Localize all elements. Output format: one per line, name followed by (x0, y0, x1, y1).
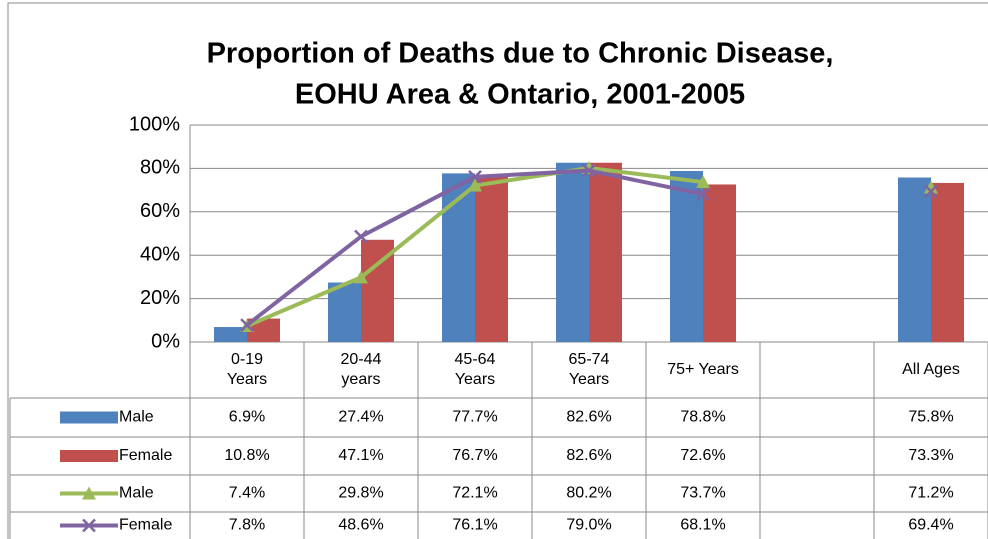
bar (556, 162, 589, 342)
line-marker (354, 229, 368, 244)
y-tick-label: 40% (140, 243, 180, 265)
line-marker (582, 163, 596, 178)
legend-marker (82, 486, 96, 500)
data-label: 79.0% (566, 517, 611, 534)
data-label: 71.2% (908, 485, 953, 502)
y-tick-label: 80% (140, 157, 180, 179)
bar (442, 173, 475, 342)
bar (703, 184, 736, 342)
line-marker (468, 178, 482, 192)
line-marker (696, 175, 710, 189)
data-label: 82.6% (566, 409, 611, 426)
data-label: 10.8% (224, 447, 269, 464)
bar (475, 175, 508, 342)
data-label: 78.8% (680, 409, 725, 426)
y-tick-label: 60% (140, 200, 180, 222)
bar (589, 162, 622, 342)
x-tick-label: 75+ Years (667, 361, 739, 378)
line-marker (924, 180, 938, 194)
bar (328, 282, 361, 342)
legend-label: Female (119, 447, 172, 464)
data-label: 73.7% (680, 485, 725, 502)
data-label: 48.6% (338, 517, 383, 534)
data-label: 77.7% (452, 409, 497, 426)
line-marker (924, 184, 938, 199)
line-marker (468, 169, 482, 184)
legend-marker (82, 518, 96, 533)
bar (931, 182, 964, 342)
bar (670, 171, 703, 342)
y-tick-label: 0% (151, 330, 180, 352)
data-label: 29.8% (338, 485, 383, 502)
data-label: 76.1% (452, 517, 497, 534)
legend-label: Male (119, 485, 154, 502)
bar (214, 327, 247, 342)
bar (898, 177, 931, 342)
x-tick-label: 0-19 Years (226, 351, 268, 388)
y-tick-label: 100% (129, 113, 180, 135)
line-marker (696, 187, 710, 202)
line-marker (240, 318, 254, 332)
chart-title: EOHU Area & Ontario, 2001-2005 (295, 79, 745, 111)
x-tick-label: 20-44 years (340, 351, 382, 388)
x-tick-label: All Ages (902, 361, 960, 378)
data-label: 7.4% (229, 485, 265, 502)
data-label: 75.8% (908, 409, 953, 426)
data-label: 73.3% (908, 447, 953, 464)
chart-title: Proportion of Deaths due to Chronic Dise… (207, 38, 834, 70)
legend-label: Female (119, 517, 172, 534)
data-label: 27.4% (338, 409, 383, 426)
legend-label: Male (119, 409, 154, 426)
data-label: 6.9% (229, 409, 265, 426)
y-tick-label: 20% (140, 287, 180, 309)
data-label: 68.1% (680, 517, 725, 534)
data-label: 72.1% (452, 485, 497, 502)
x-tick-label (760, 342, 874, 398)
legend-swatch (60, 450, 118, 462)
x-tick-label: 45-64 Years (454, 351, 496, 388)
line-marker (354, 270, 368, 284)
data-label: 72.6% (680, 447, 725, 464)
data-label: 7.8% (229, 517, 265, 534)
data-label: 69.4% (908, 517, 953, 534)
data-label: 80.2% (566, 485, 611, 502)
data-label: 47.1% (338, 447, 383, 464)
legend-swatch (60, 411, 118, 424)
data-label: 76.7% (452, 447, 497, 464)
x-tick-label: 65-74 Years (568, 351, 610, 388)
data-label: 82.6% (566, 447, 611, 464)
